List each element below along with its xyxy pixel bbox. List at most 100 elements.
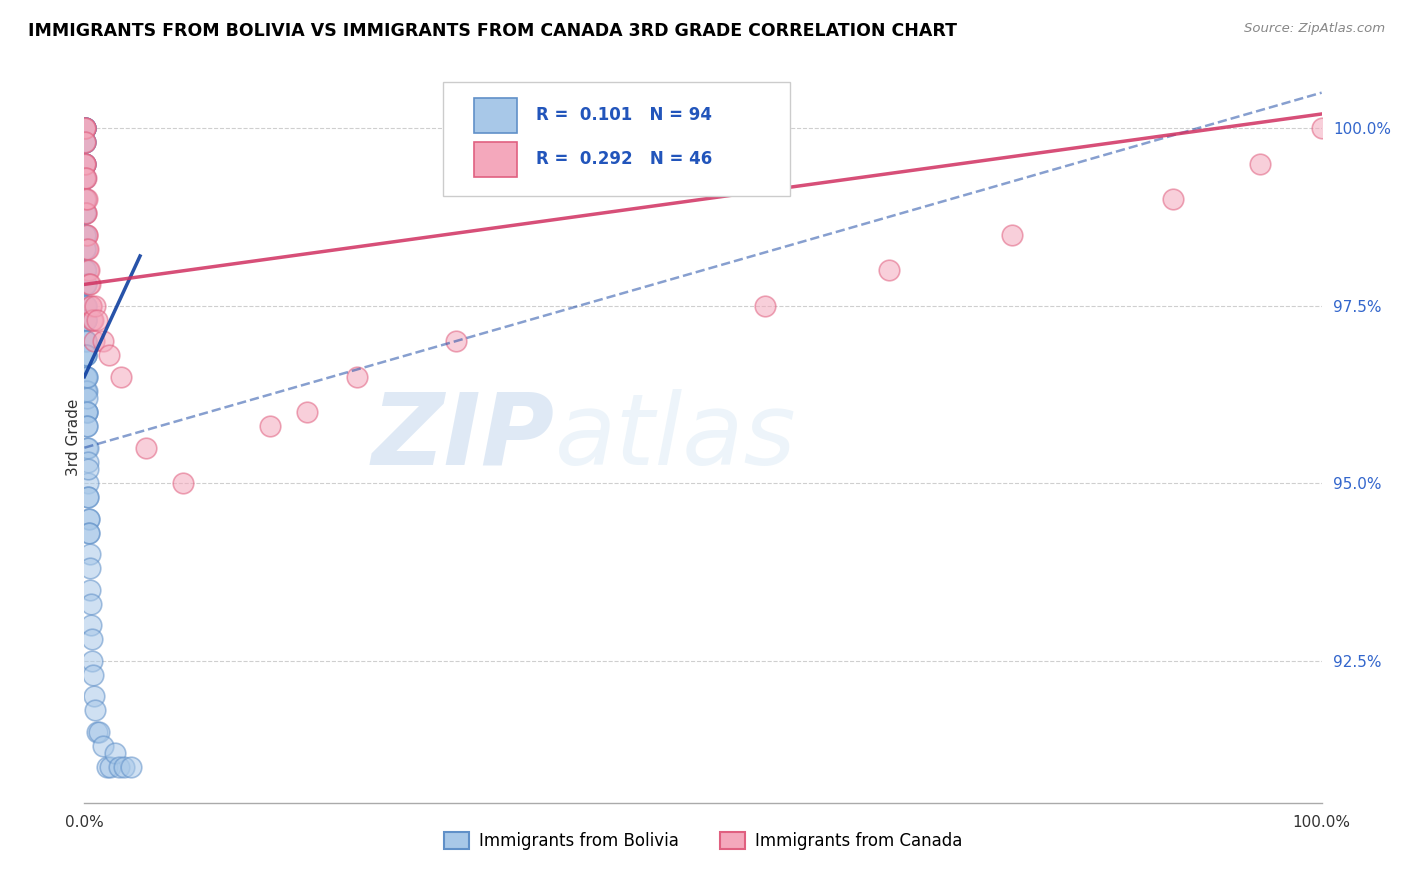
Point: [73, 156, 96, 170]
Point: [73, 121, 96, 136]
Point: [75, 313, 97, 327]
Point: [75, 277, 97, 292]
Point: [75, 227, 97, 242]
Point: [75, 299, 97, 313]
Point: [73, 136, 96, 150]
Point: [75, 277, 97, 292]
Point: [84, 299, 107, 313]
Point: [73, 121, 96, 136]
Point: [91, 334, 114, 349]
Point: [259, 419, 281, 434]
Point: [75, 369, 97, 384]
Point: [1310, 121, 1333, 136]
Point: [76, 419, 98, 434]
Point: [73, 192, 96, 206]
Point: [1161, 192, 1184, 206]
Point: [76, 242, 98, 256]
Point: [80, 618, 103, 632]
Point: [75, 192, 97, 206]
Point: [80, 299, 103, 313]
Point: [77, 525, 100, 540]
Point: [76, 227, 98, 242]
Point: [73, 227, 96, 242]
Point: [73, 192, 96, 206]
Point: [79, 299, 101, 313]
Point: [73, 206, 96, 220]
Bar: [474, 98, 517, 133]
Point: [1001, 227, 1024, 242]
Point: [75, 263, 97, 277]
Point: [73, 121, 96, 136]
Point: [75, 242, 97, 256]
Point: [77, 263, 100, 277]
Point: [135, 441, 157, 455]
Point: [75, 369, 97, 384]
Point: [77, 512, 100, 526]
Point: [73, 121, 96, 136]
Point: [75, 192, 97, 206]
Point: [75, 170, 97, 185]
Bar: [474, 142, 517, 177]
Text: R =  0.292   N = 46: R = 0.292 N = 46: [536, 150, 713, 168]
Point: [77, 462, 100, 476]
Point: [82, 654, 104, 668]
Point: [82, 668, 104, 682]
Point: [89, 724, 111, 739]
Point: [75, 313, 97, 327]
Point: [73, 121, 96, 136]
Point: [77, 491, 100, 505]
Point: [75, 384, 97, 398]
Point: [104, 746, 127, 760]
FancyBboxPatch shape: [443, 82, 790, 195]
Point: [76, 227, 98, 242]
Point: [75, 334, 97, 349]
Point: [108, 760, 131, 774]
Point: [75, 192, 97, 206]
Point: [79, 561, 101, 575]
Point: [79, 547, 101, 561]
Point: [75, 170, 97, 185]
Point: [75, 313, 97, 327]
Point: [79, 277, 101, 292]
Point: [80, 313, 103, 327]
Point: [112, 760, 135, 774]
Point: [75, 156, 97, 170]
Point: [77, 491, 100, 505]
Point: [83, 690, 105, 704]
Legend: Immigrants from Bolivia, Immigrants from Canada: Immigrants from Bolivia, Immigrants from…: [437, 825, 969, 856]
Point: [77, 512, 100, 526]
Point: [75, 263, 97, 277]
Point: [76, 405, 98, 419]
Point: [75, 384, 97, 398]
Point: [76, 369, 98, 384]
Point: [346, 369, 368, 384]
Point: [877, 263, 900, 277]
Point: [82, 313, 104, 327]
Text: R =  0.101   N = 94: R = 0.101 N = 94: [536, 106, 711, 124]
Y-axis label: 3rd Grade: 3rd Grade: [66, 399, 80, 475]
Point: [73, 170, 96, 185]
Point: [75, 277, 97, 292]
Point: [76, 369, 98, 384]
Point: [73, 136, 96, 150]
Point: [76, 441, 98, 455]
Point: [172, 476, 194, 491]
Point: [75, 313, 97, 327]
Point: [76, 476, 98, 491]
Text: IMMIGRANTS FROM BOLIVIA VS IMMIGRANTS FROM CANADA 3RD GRADE CORRELATION CHART: IMMIGRANTS FROM BOLIVIA VS IMMIGRANTS FR…: [28, 22, 957, 40]
Point: [79, 582, 101, 597]
Point: [75, 277, 97, 292]
Point: [75, 348, 97, 362]
Point: [73, 136, 96, 150]
Point: [75, 170, 97, 185]
Point: [73, 156, 96, 170]
Point: [79, 277, 101, 292]
Point: [75, 206, 97, 220]
Point: [75, 227, 97, 242]
Point: [75, 263, 97, 277]
Point: [110, 369, 132, 384]
Text: atlas: atlas: [554, 389, 796, 485]
Point: [75, 334, 97, 349]
Point: [76, 419, 98, 434]
Point: [83, 334, 105, 349]
